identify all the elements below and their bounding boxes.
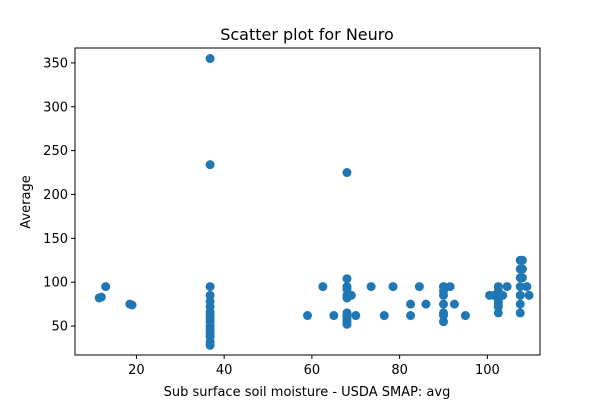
y-tick-label: 250 bbox=[43, 144, 68, 159]
data-point bbox=[318, 282, 328, 292]
data-point bbox=[101, 282, 111, 292]
data-point bbox=[127, 300, 137, 310]
data-point bbox=[205, 54, 215, 64]
chart-title: Scatter plot for Neuro bbox=[220, 25, 394, 44]
data-point bbox=[406, 299, 416, 309]
x-tick-label: 80 bbox=[391, 363, 408, 378]
y-tick-label: 150 bbox=[43, 232, 68, 247]
y-tick-label: 350 bbox=[43, 56, 68, 71]
x-tick-label: 60 bbox=[304, 363, 321, 378]
data-point bbox=[438, 290, 448, 300]
data-point bbox=[524, 290, 534, 300]
data-point bbox=[379, 311, 389, 321]
data-point bbox=[517, 255, 527, 265]
data-point bbox=[515, 299, 525, 309]
data-point bbox=[515, 290, 525, 300]
plot-area-frame bbox=[74, 47, 541, 356]
scatter-points bbox=[94, 54, 534, 350]
data-point bbox=[522, 282, 532, 292]
data-point bbox=[342, 168, 352, 178]
data-point bbox=[449, 299, 459, 309]
y-axis-ticks: 50 100 150 200 250 300 350 bbox=[43, 56, 75, 335]
data-point bbox=[421, 299, 431, 309]
data-point bbox=[351, 311, 361, 321]
data-point bbox=[502, 282, 512, 292]
data-point bbox=[342, 319, 352, 329]
data-point bbox=[406, 311, 416, 321]
data-point bbox=[388, 282, 398, 292]
y-tick-label: 300 bbox=[43, 100, 68, 115]
data-point bbox=[498, 290, 508, 300]
data-point bbox=[205, 160, 215, 170]
data-point bbox=[438, 317, 448, 327]
y-axis-label: Average bbox=[19, 175, 34, 228]
data-point bbox=[493, 308, 503, 318]
x-tick-label: 100 bbox=[475, 363, 500, 378]
x-axis-ticks: 20 40 60 80 100 bbox=[128, 355, 500, 378]
data-point bbox=[414, 282, 424, 292]
y-tick-label: 50 bbox=[51, 320, 68, 335]
y-tick-label: 100 bbox=[43, 276, 68, 291]
data-point bbox=[342, 274, 352, 284]
data-point bbox=[515, 308, 525, 318]
data-point bbox=[445, 282, 455, 292]
data-point bbox=[96, 292, 106, 302]
data-point bbox=[205, 282, 215, 292]
data-point bbox=[205, 340, 215, 350]
x-axis-label: Sub surface soil moisture - USDA SMAP: a… bbox=[164, 385, 451, 400]
data-point bbox=[366, 282, 376, 292]
data-point bbox=[303, 311, 312, 321]
x-tick-label: 20 bbox=[128, 363, 145, 378]
data-point bbox=[329, 311, 339, 321]
data-point bbox=[346, 290, 356, 300]
data-point bbox=[517, 273, 527, 283]
y-tick-label: 200 bbox=[43, 188, 68, 203]
data-point bbox=[438, 299, 448, 309]
data-point bbox=[515, 282, 525, 292]
data-point bbox=[517, 264, 527, 274]
data-point bbox=[460, 311, 470, 321]
x-tick-label: 40 bbox=[216, 363, 233, 378]
